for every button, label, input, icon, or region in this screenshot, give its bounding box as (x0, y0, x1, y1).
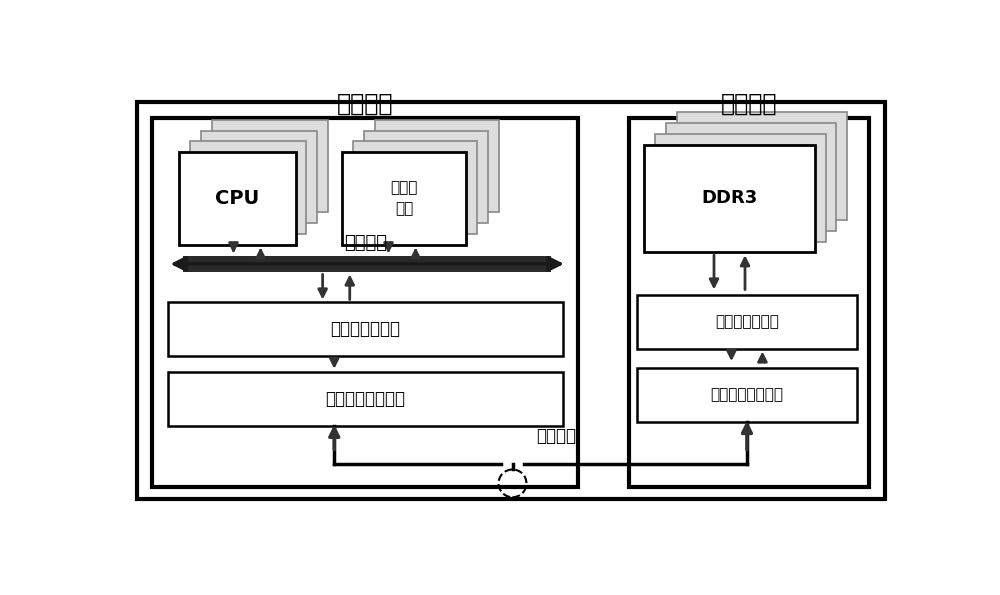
Text: 高速串行通信链路: 高速串行通信链路 (710, 387, 783, 402)
Bar (629, 118, 869, 487)
Text: 本地节点: 本地节点 (337, 91, 394, 115)
Text: CPU: CPU (215, 189, 260, 208)
Text: 高速串行通信链路: 高速串行通信链路 (325, 390, 405, 408)
Bar (666, 123, 836, 231)
Text: 传输链路: 传输链路 (536, 427, 576, 445)
Bar (179, 152, 296, 245)
Text: 系统总线: 系统总线 (344, 234, 387, 252)
Text: 远程节点: 远程节点 (721, 91, 777, 115)
Bar (677, 112, 847, 220)
Bar (644, 145, 815, 252)
Bar (168, 302, 563, 356)
Bar (190, 142, 306, 234)
Bar (655, 134, 826, 242)
Bar (637, 295, 857, 349)
Bar (137, 102, 885, 499)
Bar (353, 142, 477, 234)
Bar (201, 131, 317, 223)
Bar (212, 120, 328, 212)
Bar (183, 256, 551, 271)
Bar (342, 152, 466, 245)
Text: 内存资源控制器: 内存资源控制器 (715, 314, 779, 329)
Bar (152, 118, 578, 487)
Bar (168, 372, 563, 425)
Text: 本地存
储器: 本地存 储器 (390, 180, 418, 217)
Bar (637, 368, 857, 422)
Bar (375, 120, 499, 212)
Text: DDR3: DDR3 (701, 189, 758, 208)
Text: 内存资源控制器: 内存资源控制器 (330, 320, 400, 339)
Bar (364, 131, 488, 223)
